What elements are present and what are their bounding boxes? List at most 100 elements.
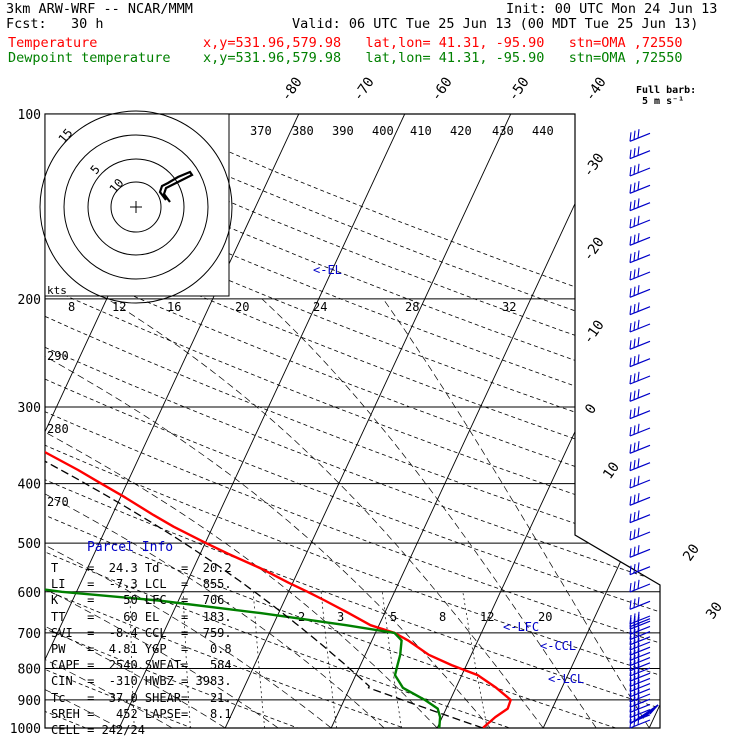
moist-adiabat bbox=[45, 298, 279, 728]
theta-label: 380 bbox=[292, 124, 314, 138]
mixing-ratio-label: 5 bbox=[390, 610, 397, 624]
isotherm-line bbox=[648, 114, 660, 728]
speed-scale-label: 32 bbox=[502, 300, 516, 314]
isotherm-line bbox=[224, 114, 512, 728]
barb-legend-title: Full barb: bbox=[636, 85, 696, 96]
parcel-info-title: Parcel Info bbox=[87, 540, 174, 555]
wind-barb bbox=[629, 545, 651, 558]
parcel-info-row: SREH = 452 LAPSE= 8.1 bbox=[51, 706, 232, 721]
wind-barb bbox=[629, 389, 651, 402]
temperature-location: x,y=531.96,579.98 lat,lon= 41.31, -95.90… bbox=[203, 35, 683, 51]
speed-scale-label: 28 bbox=[405, 300, 419, 314]
theta-label: 290 bbox=[47, 349, 69, 363]
parcel-info-cell: CELL = 242/24 bbox=[51, 723, 145, 737]
moist-adiabat bbox=[45, 298, 491, 728]
theta-label: 400 bbox=[372, 124, 394, 138]
wind-barb bbox=[629, 215, 651, 229]
pressure-tick-label: 800 bbox=[18, 662, 41, 677]
wind-barb bbox=[629, 614, 651, 628]
isotherm-label: -60 bbox=[428, 74, 456, 104]
speed-scale-label: 24 bbox=[313, 300, 327, 314]
isotherm-label: -30 bbox=[580, 150, 608, 180]
dry-adiabat bbox=[0, 114, 11, 740]
hodograph-ring bbox=[63, 134, 209, 280]
wind-barb bbox=[629, 423, 651, 437]
mixing-ratio-line bbox=[320, 591, 337, 728]
wind-barb bbox=[629, 441, 651, 454]
wind-barb bbox=[629, 458, 651, 472]
parcel-info-row: Tc = 37.0 SHEAR= 21. bbox=[51, 690, 232, 705]
pressure-tick-label: 700 bbox=[18, 627, 41, 642]
pressure-tick-label: 400 bbox=[18, 478, 41, 493]
wind-barb bbox=[649, 704, 659, 715]
isotherm-label: -80 bbox=[278, 74, 306, 104]
wind-barb bbox=[629, 679, 651, 693]
wind-barb bbox=[629, 527, 651, 541]
dry-adiabat bbox=[45, 114, 660, 728]
moist-adiabat bbox=[45, 298, 332, 728]
wind-barb bbox=[629, 627, 651, 641]
isotherm-label: -40 bbox=[582, 74, 610, 104]
wind-barb bbox=[629, 319, 651, 333]
wind-barb bbox=[629, 579, 651, 593]
wind-barb bbox=[629, 700, 651, 713]
valid-time: Valid: 06 UTC Tue 25 Jun 13 (00 MDT Tue … bbox=[292, 16, 699, 32]
wind-barb bbox=[629, 689, 651, 703]
hodograph-frame bbox=[44, 113, 230, 297]
isotherm-line bbox=[330, 114, 618, 728]
pressure-tick-label: 600 bbox=[18, 586, 41, 601]
isotherm-label: 0 bbox=[582, 401, 600, 417]
mixing-ratio-line bbox=[381, 591, 402, 728]
wind-barb bbox=[629, 302, 651, 316]
moist-adiabat bbox=[382, 298, 650, 728]
wind-barb bbox=[629, 233, 651, 246]
pressure-tick-label: 300 bbox=[18, 401, 41, 416]
forecast-hour: Fcst: 30 h bbox=[6, 16, 104, 32]
speed-scale-label: 20 bbox=[235, 300, 249, 314]
dry-adiabat bbox=[45, 114, 227, 728]
temperature-profile bbox=[45, 114, 512, 728]
moist-adiabat bbox=[261, 298, 597, 728]
wind-barb bbox=[629, 181, 651, 194]
theta-label: 410 bbox=[410, 124, 432, 138]
wind-barb bbox=[629, 406, 651, 420]
moist-adiabat bbox=[45, 298, 173, 728]
mixing-ratio-label: 8 bbox=[439, 610, 446, 624]
speed-scale-label: 16 bbox=[167, 300, 181, 314]
dewpoint-legend: Dewpoint temperature bbox=[8, 50, 171, 66]
pressure-tick-label: 500 bbox=[18, 537, 41, 552]
isotherm-line bbox=[542, 114, 660, 728]
hodograph-ring bbox=[39, 110, 233, 304]
dewpoint-location: x,y=531.96,579.98 lat,lon= 41.31, -95.90… bbox=[203, 50, 683, 66]
level-marker: <-CCL bbox=[540, 639, 576, 653]
wind-barb bbox=[629, 637, 651, 651]
wind-barb bbox=[629, 129, 651, 142]
wind-barb bbox=[629, 663, 651, 677]
wind-barb bbox=[629, 562, 651, 576]
parcel-info-row: CIN = -310 HWBZ = 3983. bbox=[51, 674, 232, 689]
wind-barb bbox=[629, 597, 651, 610]
mixing-ratio-label: 20 bbox=[538, 610, 552, 624]
hodograph-trace bbox=[158, 170, 194, 203]
wind-barb bbox=[629, 668, 651, 682]
wind-barb bbox=[629, 642, 651, 656]
theta-label: 430 bbox=[492, 124, 514, 138]
pressure-tick-label: 900 bbox=[18, 694, 41, 709]
temperature-legend: Temperature bbox=[8, 35, 98, 51]
wind-barb bbox=[629, 493, 651, 506]
wind-barb bbox=[629, 648, 651, 661]
isotherm-label: -20 bbox=[580, 234, 608, 264]
pressure-tick-label: 100 bbox=[18, 108, 41, 123]
parcel-info-row: TT = 60 EL = 183. bbox=[51, 609, 232, 624]
parcel-info-row: LI = -7.3 LCL = 855. bbox=[51, 577, 232, 592]
moist-adiabat bbox=[107, 298, 544, 728]
wind-barb bbox=[629, 653, 651, 667]
wind-barb bbox=[629, 510, 651, 524]
pressure-tick-label: 1000 bbox=[10, 722, 41, 737]
parcel-info-row: PW = 4.81 YGP = 0.8 bbox=[51, 642, 232, 656]
theta-label: 270 bbox=[47, 495, 69, 509]
isotherm-label: 30 bbox=[703, 599, 726, 622]
isotherm-label: 20 bbox=[680, 541, 703, 564]
wind-barb bbox=[629, 267, 651, 281]
